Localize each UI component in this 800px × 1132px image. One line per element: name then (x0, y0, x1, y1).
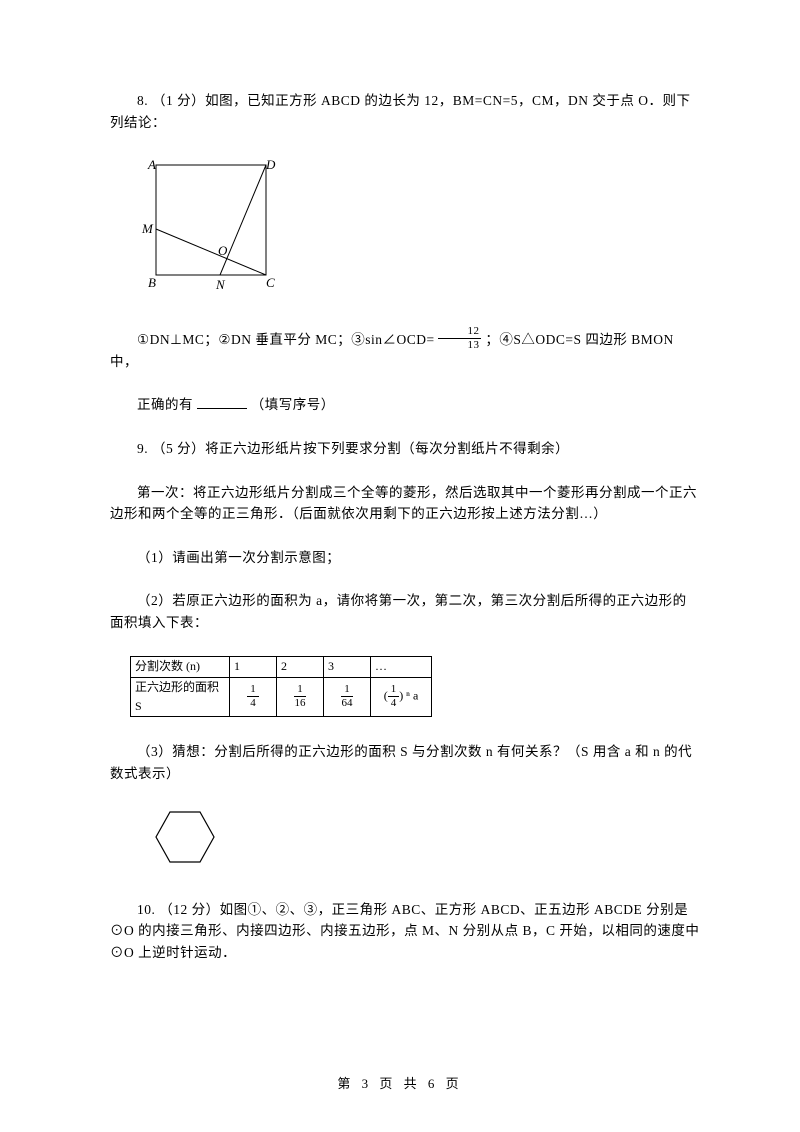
q8-ans-pre: 正确的有 (137, 397, 193, 412)
footer-page: 3 (362, 1076, 373, 1091)
label-M: M (141, 221, 154, 236)
q8-line1: 8. （1 分）如图，已知正方形 ABCD 的边长为 12，BM=CN=5，CM… (110, 90, 700, 133)
cell-r1c0: 分割次数 (n) (131, 656, 230, 677)
q9-p1: 第一次：将正六边形纸片分割成三个全等的菱形，然后选取其中一个菱形再分割成一个正六… (110, 482, 700, 525)
q8-statements: ①DN⊥MC；②DN 垂直平分 MC；③sin∠OCD= 12 13 ；④S△O… (110, 326, 700, 373)
cell-r1c2: 2 (277, 656, 324, 677)
cell-r2c4: (14) ⁿ a (371, 677, 432, 716)
q8-figure: A D B C M N O (130, 155, 700, 302)
q8-stmt-pre: ①DN⊥MC；②DN 垂直平分 MC；③sin∠OCD= (137, 332, 438, 347)
label-C: C (266, 275, 275, 290)
q9-p3: （2）若原正六边形的面积为 a，请你将第一次，第二次，第三次分割后所得的正六边形… (110, 590, 700, 633)
q9-table: 分割次数 (n) 1 2 3 … 正六边形的面积 S 14 116 164 (1… (130, 656, 432, 717)
page-content: 8. （1 分）如图，已知正方形 ABCD 的边长为 12，BM=CN=5，CM… (0, 0, 800, 1045)
q8-answer-line: 正确的有 （填写序号） (110, 394, 700, 416)
table-row: 正六边形的面积 S 14 116 164 (14) ⁿ a (131, 677, 432, 716)
label-N: N (215, 277, 226, 292)
page-footer: 第 3 页 共 6 页 (0, 1073, 800, 1092)
footer-mid: 页 共 (372, 1076, 428, 1091)
label-A: A (147, 157, 156, 172)
cell-r1c4: … (371, 656, 432, 677)
label-D: D (265, 157, 276, 172)
cell-r1c1: 1 (230, 656, 277, 677)
q8-ans-post: （填写序号） (251, 397, 335, 412)
footer-suffix: 页 (438, 1076, 462, 1091)
footer-prefix: 第 (337, 1076, 361, 1091)
q10-text: 10. （12 分）如图①、②、③，正三角形 ABC、正方形 ABCD、正五边形… (110, 899, 700, 964)
footer-total: 6 (428, 1076, 439, 1091)
cell-r2c0: 正六边形的面积 S (131, 677, 230, 716)
cell-r2c1: 14 (230, 677, 277, 716)
q8-frac: 12 13 (438, 326, 481, 351)
cell-r2c3: 164 (324, 677, 371, 716)
label-O: O (218, 243, 228, 258)
table-row: 分割次数 (n) 1 2 3 … (131, 656, 432, 677)
q9-hexagon (150, 806, 700, 875)
q9-intro: 9. （5 分）将正六边形纸片按下列要求分割（每次分割纸片不得剩余） (110, 438, 700, 460)
label-B: B (148, 275, 156, 290)
cell-r2c2: 116 (277, 677, 324, 716)
q9-p2: （1）请画出第一次分割示意图； (110, 547, 700, 569)
q9-p4: （3）猜想：分割后所得的正六边形的面积 S 与分割次数 n 有何关系？（S 用含… (110, 741, 700, 784)
q8-blank[interactable] (197, 396, 247, 409)
cell-r1c3: 3 (324, 656, 371, 677)
